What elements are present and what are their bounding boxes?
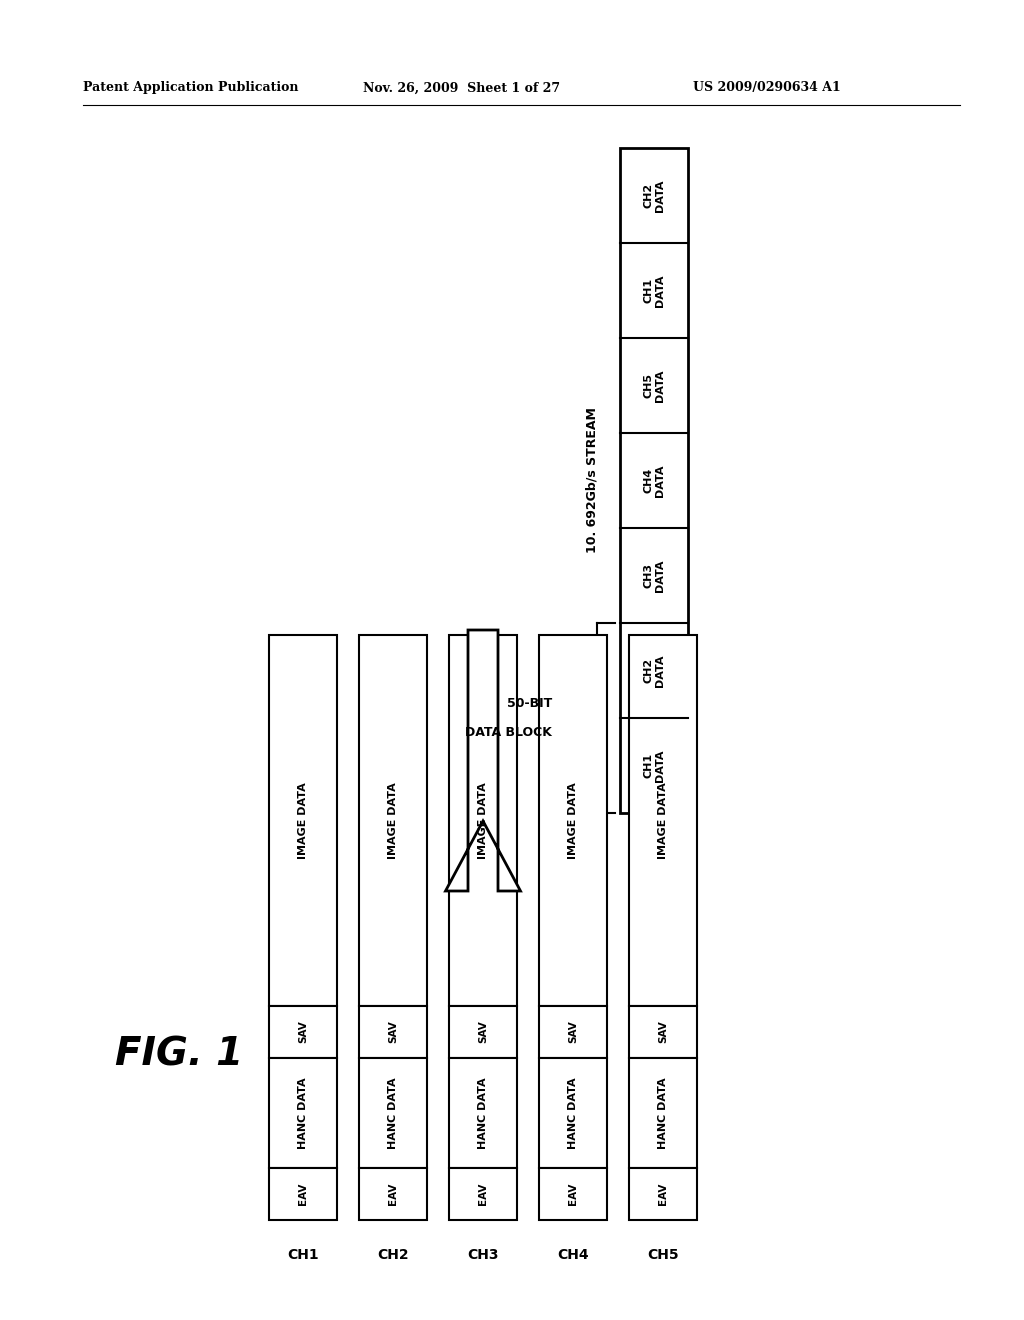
Text: CH2
DATA: CH2 DATA [643, 655, 665, 686]
Text: IMAGE DATA: IMAGE DATA [388, 783, 398, 859]
Text: IMAGE DATA: IMAGE DATA [478, 783, 488, 859]
Text: CH5: CH5 [647, 1247, 679, 1262]
Bar [629, 1006, 697, 1059]
Text: HANC DATA: HANC DATA [298, 1077, 308, 1148]
Text: CH4
DATA: CH4 DATA [643, 465, 665, 496]
Text: DATA BLOCK: DATA BLOCK [465, 726, 552, 739]
Text: CH1
DATA: CH1 DATA [643, 275, 665, 306]
Bar [449, 635, 517, 1006]
Text: SAV: SAV [298, 1020, 308, 1043]
Text: 10. 692Gb/s STREAM: 10. 692Gb/s STREAM [586, 408, 598, 553]
Text: CH2
DATA: CH2 DATA [643, 180, 665, 211]
Text: IMAGE DATA: IMAGE DATA [658, 783, 668, 859]
Bar [539, 1059, 607, 1168]
Bar [359, 635, 427, 1006]
Text: CH1
DATA: CH1 DATA [643, 750, 665, 781]
Text: EAV: EAV [298, 1183, 308, 1205]
Text: FIG. 1: FIG. 1 [115, 1036, 243, 1074]
Bar [449, 1168, 517, 1220]
Text: SAV: SAV [568, 1020, 578, 1043]
Text: Nov. 26, 2009  Sheet 1 of 27: Nov. 26, 2009 Sheet 1 of 27 [362, 82, 560, 95]
Text: IMAGE DATA: IMAGE DATA [298, 783, 308, 859]
Text: EAV: EAV [478, 1183, 488, 1205]
Text: SAV: SAV [388, 1020, 398, 1043]
Bar [269, 1006, 337, 1059]
Bar [359, 1006, 427, 1059]
Text: HANC DATA: HANC DATA [388, 1077, 398, 1148]
Bar [449, 1006, 517, 1059]
Text: SAV: SAV [658, 1020, 668, 1043]
Text: CH3
DATA: CH3 DATA [643, 560, 665, 591]
Text: US 2009/0290634 A1: US 2009/0290634 A1 [693, 82, 841, 95]
Text: IMAGE DATA: IMAGE DATA [568, 783, 578, 859]
Text: Patent Application Publication: Patent Application Publication [83, 82, 299, 95]
Text: HANC DATA: HANC DATA [658, 1077, 668, 1148]
Bar [269, 1059, 337, 1168]
Text: HANC DATA: HANC DATA [568, 1077, 578, 1148]
Text: SAV: SAV [478, 1020, 488, 1043]
Bar [269, 1168, 337, 1220]
Bar [359, 1168, 427, 1220]
Text: CH5
DATA: CH5 DATA [643, 370, 665, 401]
Bar [629, 1059, 697, 1168]
Bar [269, 635, 337, 1006]
Text: CH3: CH3 [467, 1247, 499, 1262]
Text: EAV: EAV [388, 1183, 398, 1205]
Text: CH4: CH4 [557, 1247, 589, 1262]
Bar [359, 1059, 427, 1168]
Bar [629, 1168, 697, 1220]
Bar [629, 635, 697, 1006]
Text: EAV: EAV [568, 1183, 578, 1205]
Text: CH1: CH1 [287, 1247, 318, 1262]
Text: 50-BIT: 50-BIT [507, 697, 552, 710]
Text: CH2: CH2 [377, 1247, 409, 1262]
Bar [620, 148, 688, 813]
Bar [449, 1059, 517, 1168]
Bar [539, 1168, 607, 1220]
Text: EAV: EAV [658, 1183, 668, 1205]
Bar [539, 1006, 607, 1059]
Polygon shape [445, 630, 520, 891]
Text: HANC DATA: HANC DATA [478, 1077, 488, 1148]
Bar [539, 635, 607, 1006]
